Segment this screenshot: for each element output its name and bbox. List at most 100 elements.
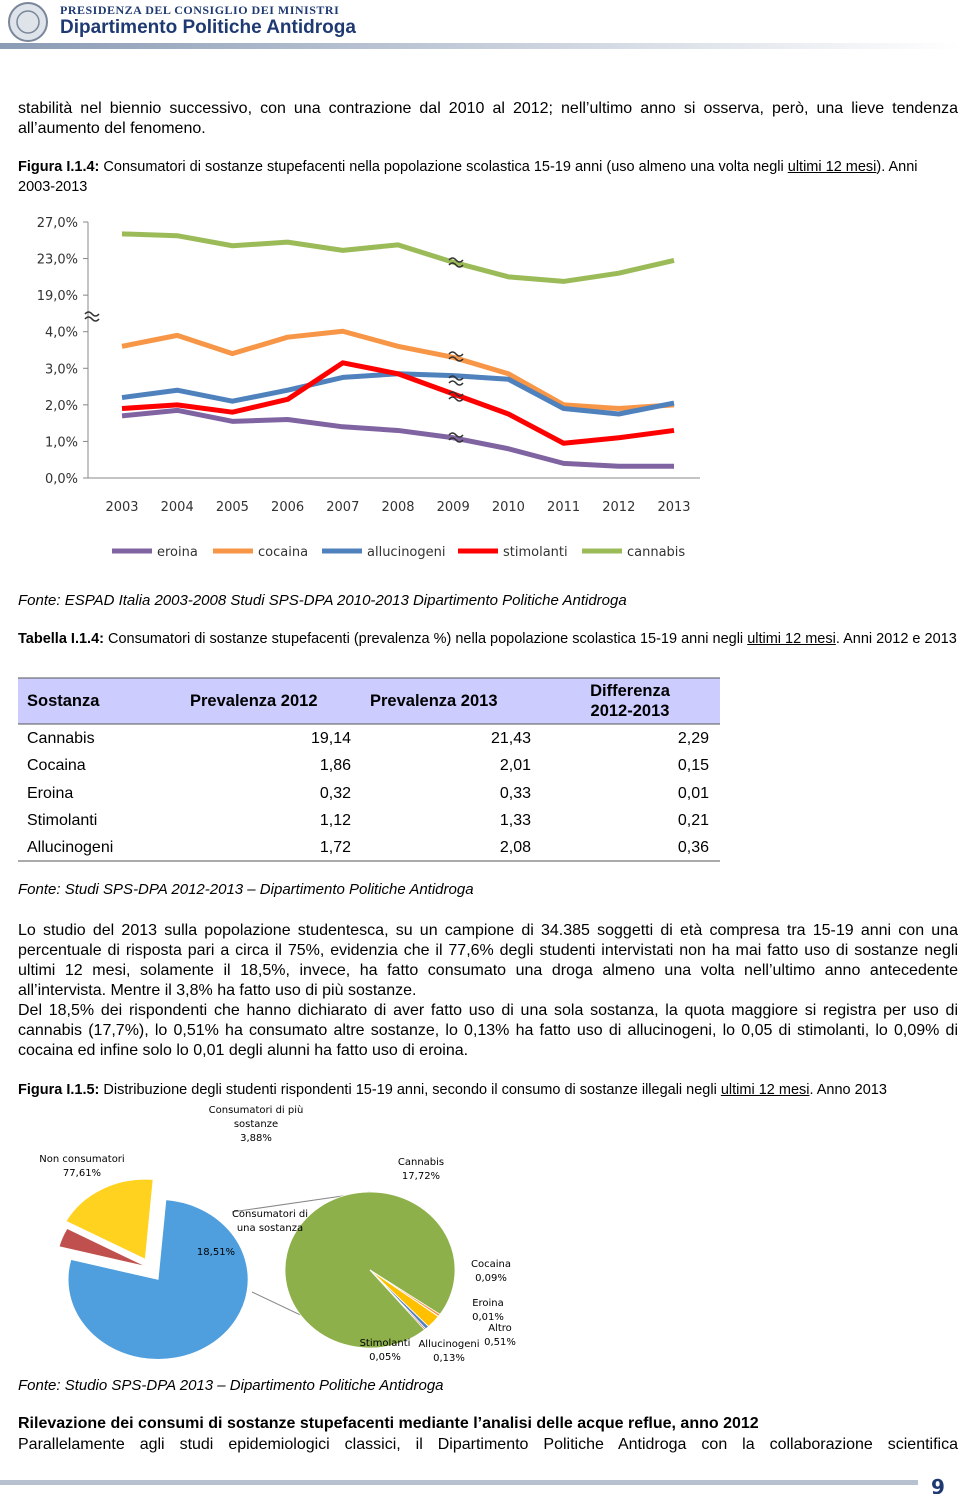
slice-value: 0,09% <box>475 1273 507 1284</box>
x-tick-label: 2012 <box>602 500 635 515</box>
section-text: Parallelamente agli studi epidemiologici… <box>18 1436 958 1453</box>
table-header: Prevalenza 2012 <box>190 692 318 710</box>
axis-break <box>448 396 464 402</box>
table-cell: 1,72 <box>319 839 351 857</box>
axis-break <box>448 380 464 386</box>
x-tick-label: 2011 <box>547 500 580 515</box>
slice-name: Cocaina <box>471 1259 511 1270</box>
series-line <box>121 360 675 446</box>
caption-underlined: ultimi 12 mesi <box>787 159 877 175</box>
axis-break <box>448 437 464 443</box>
table-cell: 19,14 <box>310 730 351 747</box>
page-number: 9 <box>931 1475 945 1494</box>
x-tick-label: 2010 <box>492 500 525 515</box>
caption-text: . Anni 2012 e 2013 <box>835 631 957 647</box>
slice-value: 17,72% <box>401 1171 441 1182</box>
x-tick-label: 2007 <box>326 500 359 515</box>
x-tick-label: 2004 <box>161 500 194 515</box>
pie-label: Altro 0,51% <box>460 1322 540 1350</box>
axis-break <box>448 351 464 357</box>
axis-break <box>448 257 464 263</box>
caption-text: Distribuzione degli studenti rispondenti… <box>103 1082 717 1098</box>
pie-slice <box>67 1199 249 1360</box>
y-tick-label: 1,0% <box>45 435 78 450</box>
slice-value: 0,13% <box>433 1353 465 1364</box>
table-cell: 21,43 <box>490 730 531 747</box>
y-tick-label: 4,0% <box>45 326 78 341</box>
table-cell: 2,08 <box>499 839 531 857</box>
paragraph: Lo studio del 2013 sulla popolazione stu… <box>18 922 958 999</box>
header-bar <box>0 43 960 49</box>
axis-break <box>448 391 464 397</box>
pie-label: Cannabis 17,72% <box>381 1156 461 1184</box>
table-cell: 1,12 <box>319 811 351 829</box>
caption-underlined: ultimi 12 mesi <box>747 631 836 647</box>
series-line <box>121 407 674 469</box>
footer-bar <box>0 1480 918 1485</box>
x-tick-label: 2013 <box>657 500 690 515</box>
slice-name: Altro <box>488 1323 512 1334</box>
slice-value: 3,88% <box>240 1133 272 1144</box>
table-header: Sostanza <box>27 692 100 710</box>
slice-name: Non consumatori <box>39 1154 125 1165</box>
pie-slice <box>65 1178 154 1260</box>
y-tick-label: 27,0% <box>37 216 78 231</box>
caption-label: Figura I.1.4: <box>18 159 100 175</box>
slice-name: Consumatori di una sostanza <box>231 1209 309 1234</box>
table-header: Differenza 2012-2013 <box>590 682 670 720</box>
table-cell: 0,33 <box>499 784 531 802</box>
paragraph: Del 18,5% dei rispondenti che hanno dich… <box>18 1002 958 1059</box>
section-title: Rilevazione dei consumi di sostanze stup… <box>18 1415 759 1432</box>
pie-slice <box>369 1269 427 1331</box>
intro-paragraph: stabilità nel biennio successivo, con un… <box>18 100 958 137</box>
department: Dipartimento Politiche Antidroga <box>60 17 356 38</box>
axis-break <box>84 311 100 317</box>
body-text: Lo studio del 2013 sulla popolazione stu… <box>18 921 958 1061</box>
x-tick-label: 2009 <box>437 500 470 515</box>
y-tick-label: 3,0% <box>45 362 78 377</box>
caption-text: Consumatori di sostanze stupefacenti (pr… <box>108 631 744 647</box>
figure-caption: Figura I.1.5: Distribuzione degli studen… <box>18 1080 958 1100</box>
caption-label: Tabella I.1.4: <box>18 631 104 647</box>
series-line <box>121 231 675 284</box>
table-cell: 1,33 <box>499 811 531 829</box>
axis-break <box>448 262 464 268</box>
axis-break <box>448 356 464 362</box>
axis-break <box>448 375 464 381</box>
pie-label: Consumatori di una sostanza <box>230 1208 310 1236</box>
table-cell: 2,29 <box>677 730 709 747</box>
x-tick-label: 2005 <box>216 500 249 515</box>
table-cell: 1,86 <box>319 757 351 775</box>
pie-label: Eroina 0,01% <box>448 1297 528 1325</box>
table-cell: Cocaina <box>27 757 86 775</box>
legend-label: allucinogeni <box>367 545 445 560</box>
y-tick-label: 2,0% <box>45 399 78 414</box>
institution: PRESIDENZA DEL CONSIGLIO DEI MINISTRI <box>60 3 340 17</box>
table-source: Fonte: Studi SPS-DPA 2012-2013 – Diparti… <box>18 881 474 898</box>
table-cell: 0,15 <box>677 757 709 775</box>
figure-source: Fonte: ESPAD Italia 2003-2008 Studi SPS-… <box>18 592 627 609</box>
table-cell: 0,01 <box>677 784 709 802</box>
table-cell: 2,01 <box>499 757 531 775</box>
table-cell: Stimolanti <box>27 811 98 829</box>
y-tick-label: 0,0% <box>45 472 78 487</box>
x-tick-label: 2006 <box>271 500 304 515</box>
caption-label: Figura I.1.5: <box>18 1082 100 1098</box>
table-cell: 0,21 <box>677 811 709 829</box>
caption-underlined: ultimi 12 mesi <box>720 1082 810 1098</box>
table-cell: 0,36 <box>677 839 709 857</box>
y-tick-label: 19,0% <box>37 289 78 304</box>
slice-value: 0,01% <box>472 1312 504 1323</box>
table-cell: Cannabis <box>27 730 95 747</box>
pie-label: Consumatori di più sostanze 3,88% <box>201 1104 311 1146</box>
x-tick-label: 2008 <box>381 500 414 515</box>
legend-label: stimolanti <box>503 545 568 560</box>
table-header-bg <box>18 678 720 724</box>
logo <box>8 2 48 42</box>
slice-name: Eroina <box>472 1298 504 1309</box>
caption-text: Consumatori di sostanze stupefacenti nel… <box>103 159 784 175</box>
legend-label: cannabis <box>627 545 685 560</box>
figure-caption: Figura I.1.4: Consumatori di sostanze st… <box>18 157 958 197</box>
series-line <box>121 328 675 412</box>
